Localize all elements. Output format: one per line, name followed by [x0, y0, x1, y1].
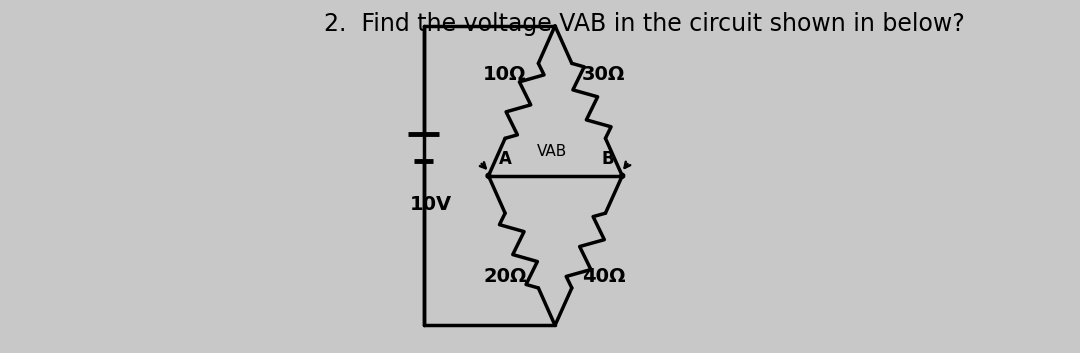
Text: 40Ω: 40Ω: [582, 267, 625, 286]
Circle shape: [486, 173, 491, 178]
Text: 10V: 10V: [409, 195, 451, 214]
Text: A: A: [499, 150, 512, 168]
Text: 10Ω: 10Ω: [483, 65, 527, 84]
Circle shape: [620, 173, 624, 178]
Text: VAB: VAB: [537, 144, 567, 160]
Text: 2.  Find the voltage VAB in the circuit shown in below?: 2. Find the voltage VAB in the circuit s…: [324, 12, 964, 36]
Text: 20Ω: 20Ω: [483, 267, 527, 286]
Text: 30Ω: 30Ω: [582, 65, 625, 84]
Text: B: B: [602, 150, 613, 168]
